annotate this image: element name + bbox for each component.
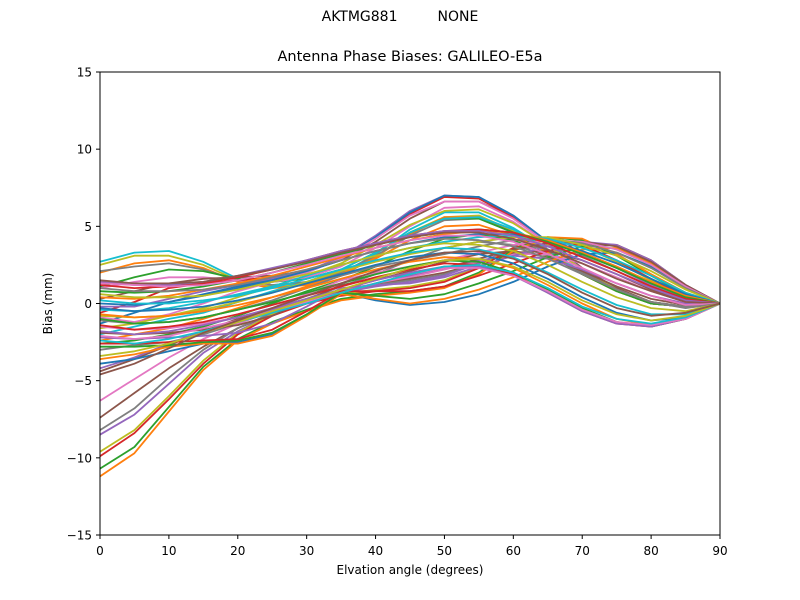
x-tick-label: 90 bbox=[712, 544, 727, 558]
series-line-s47 bbox=[99, 251, 721, 322]
y-tick-label: 0 bbox=[84, 297, 92, 311]
y-tick-label: −10 bbox=[67, 451, 92, 465]
y-axis-ticks: −15 −10 −5 0 5 10 15 bbox=[67, 66, 100, 543]
series-line-s28 bbox=[99, 246, 721, 360]
x-tick-label: 10 bbox=[161, 544, 176, 558]
series-line-s53 bbox=[99, 263, 721, 345]
x-tick-label: 60 bbox=[506, 544, 521, 558]
series-line-s42 bbox=[99, 231, 721, 305]
x-tick-label: 40 bbox=[368, 544, 383, 558]
x-tick-label: 20 bbox=[230, 544, 245, 558]
series-line-s45 bbox=[99, 242, 721, 313]
series-line-s15 bbox=[99, 233, 721, 345]
x-tick-label: 0 bbox=[96, 544, 104, 558]
series-line-s23 bbox=[99, 239, 721, 453]
x-tick-label: 70 bbox=[575, 544, 590, 558]
figure-suptitle: AKTMG881 NONE bbox=[321, 9, 479, 25]
series-line-s51 bbox=[99, 265, 721, 336]
data-lines bbox=[99, 194, 721, 478]
x-axis-label: Elvation angle (degrees) bbox=[337, 563, 484, 577]
x-tick-label: 30 bbox=[299, 544, 314, 558]
x-axis-ticks: 0 10 20 30 40 50 60 70 80 90 bbox=[96, 535, 728, 558]
chart-title: Antenna Phase Biases: GALILEO-E5a bbox=[277, 49, 543, 65]
y-tick-label: 5 bbox=[84, 220, 92, 234]
y-axis-label: Bias (mm) bbox=[41, 273, 55, 335]
series-line-s44 bbox=[99, 237, 721, 310]
y-tick-label: 10 bbox=[77, 143, 92, 157]
series-line-s7 bbox=[99, 200, 721, 308]
series-line-s46 bbox=[99, 246, 721, 316]
x-tick-label: 50 bbox=[437, 544, 452, 558]
series-line-s26 bbox=[99, 236, 721, 478]
series-line-s19 bbox=[99, 253, 721, 402]
series-line-s55 bbox=[99, 250, 721, 376]
y-tick-label: −15 bbox=[67, 529, 92, 543]
series-line-s35 bbox=[99, 236, 721, 319]
y-tick-label: −5 bbox=[74, 374, 92, 388]
y-tick-label: 15 bbox=[77, 66, 92, 80]
series-line-s31 bbox=[99, 240, 721, 340]
x-tick-label: 80 bbox=[643, 544, 658, 558]
series-line-s43 bbox=[99, 234, 721, 306]
